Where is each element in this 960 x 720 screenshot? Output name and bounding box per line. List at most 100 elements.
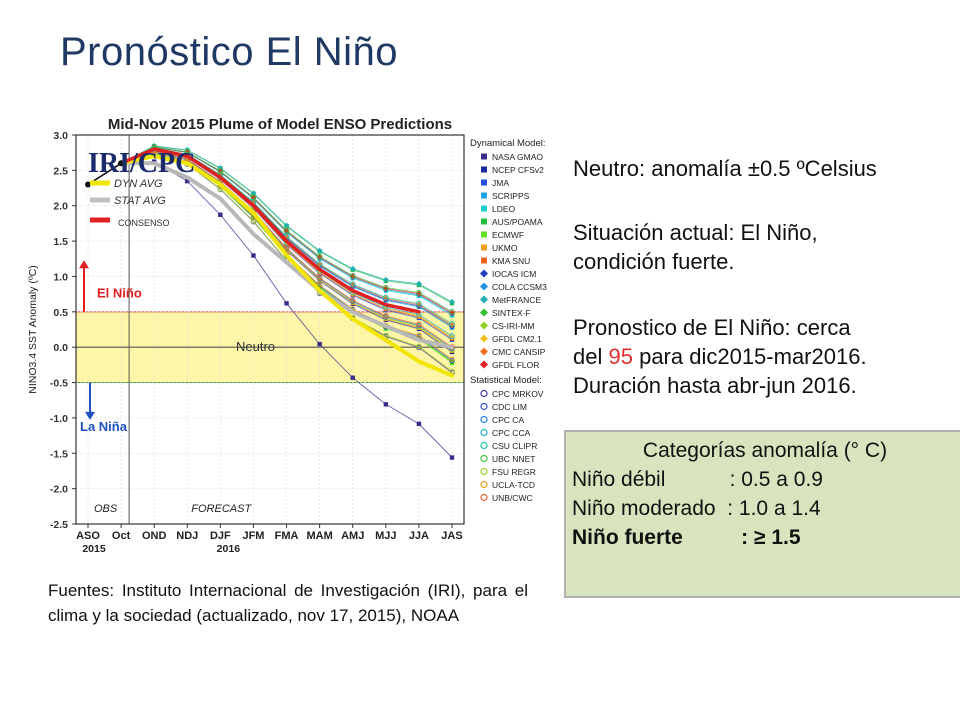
y-tick-label: -1.5 bbox=[50, 448, 68, 460]
model-point bbox=[316, 261, 323, 267]
legend-marker bbox=[480, 402, 488, 411]
model-point bbox=[185, 178, 190, 184]
legend-marker bbox=[480, 467, 488, 476]
legend-item-label: UCLA-TCD bbox=[492, 480, 535, 490]
legend-marker bbox=[480, 415, 488, 424]
legend-item-label: LDEO bbox=[492, 204, 516, 214]
chart-title: Mid-Nov 2015 Plume of Model ENSO Predict… bbox=[108, 116, 452, 133]
observed-point bbox=[85, 181, 91, 188]
legend-item-label: MetFRANCE bbox=[492, 295, 541, 305]
model-point bbox=[416, 321, 422, 328]
y-tick-label: -0.5 bbox=[50, 378, 68, 390]
category-strong: Niño fuerte : ≥ 1.5 bbox=[572, 526, 801, 549]
model-point bbox=[349, 265, 356, 272]
legend-marker bbox=[480, 308, 488, 317]
legend-marker bbox=[481, 192, 487, 199]
model-point bbox=[251, 253, 256, 258]
legend-marker bbox=[480, 347, 488, 356]
info-current-line2: condición fuerte. bbox=[573, 249, 735, 274]
legend-item-label: UNB/CWC bbox=[492, 493, 533, 503]
y-tick-label: 2.0 bbox=[53, 201, 68, 213]
category-weak: Niño débil : 0.5 a 0.9 bbox=[572, 468, 823, 491]
consensus-line bbox=[119, 147, 421, 314]
legend-marker bbox=[480, 480, 488, 489]
observed-point bbox=[118, 160, 125, 167]
legend-marker bbox=[480, 282, 488, 291]
model-point bbox=[449, 309, 455, 316]
model-point bbox=[449, 322, 455, 329]
legend-marker bbox=[480, 441, 488, 450]
legend-item-label: JMA bbox=[492, 178, 509, 188]
slide-title: Pronóstico El Niño bbox=[60, 30, 399, 74]
iri-cpc-logo: IRI/CPC bbox=[88, 148, 195, 179]
x-tick-label: FMA bbox=[275, 530, 299, 542]
y-tick-label: 1.5 bbox=[53, 236, 68, 248]
model-point bbox=[284, 301, 289, 306]
legend-left-label: STAT AVG bbox=[114, 195, 166, 207]
model-point bbox=[283, 245, 290, 251]
y-tick-label: 0.0 bbox=[53, 342, 68, 354]
model-point bbox=[415, 280, 422, 287]
model-point bbox=[316, 247, 323, 254]
legend-item-label: CPC MRKOV bbox=[492, 389, 544, 399]
nino-arrowhead bbox=[79, 260, 89, 269]
legend-item-label: GFDL CM2.1 bbox=[492, 334, 542, 344]
model-point bbox=[449, 334, 455, 341]
model-point bbox=[283, 227, 290, 234]
legend-marker bbox=[480, 295, 488, 304]
legend-marker bbox=[481, 205, 487, 212]
model-point bbox=[383, 294, 389, 301]
y-tick-label: -2.0 bbox=[50, 484, 68, 496]
model-point bbox=[416, 421, 422, 427]
model-point bbox=[250, 194, 257, 200]
stat-avg-line bbox=[119, 161, 454, 350]
legend-item-label: CMC CANSIP bbox=[492, 347, 546, 357]
legend-item-label: ECMWF bbox=[492, 230, 524, 240]
year-label-2015: 2015 bbox=[82, 543, 106, 555]
model-point bbox=[317, 341, 322, 347]
model-point bbox=[449, 321, 455, 327]
categories-title: Categorías anomalía (° C) bbox=[642, 439, 888, 462]
model-line bbox=[120, 150, 453, 348]
y-axis-label: NINO3.4 SST Anomaly (ºC) bbox=[27, 265, 39, 394]
x-tick-label: ASO bbox=[76, 530, 100, 542]
x-tick-label: MJJ bbox=[375, 530, 396, 542]
legend-marker bbox=[480, 334, 488, 343]
plot-frame bbox=[75, 134, 465, 525]
model-point bbox=[449, 333, 455, 339]
nina-arrowhead bbox=[85, 411, 95, 420]
legend-item-label: COLA CCSM3 bbox=[492, 282, 547, 292]
model-point bbox=[416, 300, 422, 307]
legend-item-label: SCRIPPS bbox=[492, 191, 530, 201]
x-tick-label: Oct bbox=[112, 530, 131, 542]
x-tick-label: DJF bbox=[210, 530, 231, 542]
info-forecast-del: del bbox=[573, 344, 609, 369]
legend-marker bbox=[480, 454, 488, 463]
model-point bbox=[449, 308, 455, 315]
legend-item-label: CPC CCA bbox=[492, 428, 531, 438]
legend-item-label: KMA SNU bbox=[492, 256, 530, 266]
dyn-avg-line bbox=[119, 154, 454, 378]
model-point bbox=[383, 284, 389, 291]
model-line bbox=[120, 146, 453, 312]
legend-marker bbox=[480, 428, 488, 437]
legend-marker bbox=[481, 166, 487, 173]
model-point bbox=[316, 275, 323, 281]
model-point bbox=[218, 212, 223, 217]
model-point bbox=[449, 298, 455, 305]
info-current: Situación actual: El Niño, condición fue… bbox=[573, 218, 818, 276]
y-tick-label: 2.5 bbox=[53, 165, 68, 177]
info-neutral-text: Neutro: anomalía ±0.5 ºCelsius bbox=[573, 156, 877, 181]
legend-item-label: CDC LIM bbox=[492, 402, 527, 412]
category-moderate: Niño moderado : 1.0 a 1.4 bbox=[572, 497, 821, 520]
x-tick-label: MAM bbox=[306, 530, 332, 542]
legend-item-label: AUS/POAMA bbox=[492, 217, 543, 227]
legend-item-label: NCEP CFSv2 bbox=[492, 165, 544, 175]
model-point bbox=[383, 402, 389, 407]
legend-group-header: Statistical Model: bbox=[470, 375, 542, 386]
model-point bbox=[416, 343, 422, 350]
model-point bbox=[184, 149, 191, 155]
legend-item-label: CPC CA bbox=[492, 415, 524, 425]
legend-item-label: UKMO bbox=[492, 243, 518, 253]
